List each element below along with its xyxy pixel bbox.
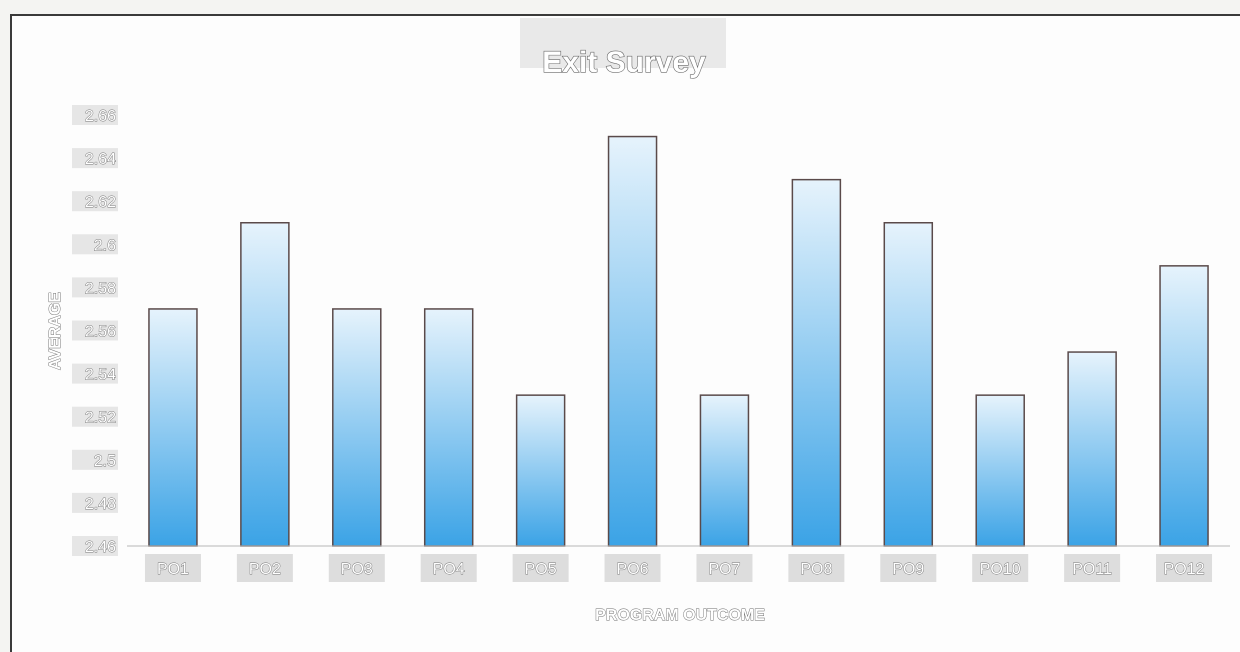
bar-po2 — [240, 222, 290, 547]
x-axis-ticks: PO1 PO2 PO3 PO4 PO5 PO6 PO7 PO8 PO9 PO10 PO11 PO12 — [144, 554, 1213, 582]
x-tick-bg — [144, 554, 201, 582]
x-tick-label-po7: PO7 — [708, 561, 740, 578]
y-tick-bg — [72, 277, 118, 298]
y-tick-bg — [72, 234, 118, 255]
chart-frame: Exit Survey AVERAGE PROGRAM OUTCOME 2.46… — [10, 14, 1240, 652]
y-tick-label: 2.56 — [85, 324, 116, 341]
y-tick-label: 2.64 — [85, 151, 116, 168]
chart-title: Exit Survey — [542, 46, 706, 79]
y-tick-label: 2.66 — [85, 108, 116, 125]
bar-chart: Exit Survey AVERAGE PROGRAM OUTCOME 2.46… — [47, 18, 1230, 624]
y-tick-bg — [72, 536, 118, 556]
bars — [148, 135, 1209, 547]
y-tick-bg — [72, 320, 118, 341]
x-tick-label-po8: PO8 — [800, 561, 832, 578]
y-tick-label: 2.5 — [94, 453, 116, 470]
x-tick-bg — [604, 554, 661, 582]
bar-po1 — [148, 308, 198, 547]
x-tick-label-po10: PO10 — [980, 561, 1021, 578]
bar-po3 — [332, 308, 382, 547]
x-axis-label: PROGRAM OUTCOME — [595, 607, 765, 624]
x-tick-label-po12: PO12 — [1164, 561, 1205, 578]
x-tick-label-po4: PO4 — [433, 561, 465, 578]
x-tick-label-po3: PO3 — [341, 561, 373, 578]
bar-po9 — [883, 222, 934, 547]
x-tick-bg — [1156, 554, 1213, 582]
x-tick-label-po6: PO6 — [617, 561, 649, 578]
x-tick-bg — [420, 554, 477, 582]
x-tick-bg — [1064, 554, 1121, 582]
x-tick-label-po2: PO2 — [249, 561, 281, 578]
y-tick-label: 2.6 — [94, 237, 116, 254]
x-tick-bg — [880, 554, 937, 582]
x-tick-bg — [236, 554, 293, 582]
y-tick-bg — [72, 406, 118, 427]
y-tick-label: 2.46 — [85, 539, 116, 556]
x-tick-bg — [512, 554, 569, 582]
y-tick-bg — [72, 492, 118, 513]
y-tick-label: 2.62 — [85, 194, 116, 211]
y-axis-label: AVERAGE — [47, 292, 64, 370]
x-tick-bg — [972, 554, 1029, 582]
x-tick-label-po1: PO1 — [157, 561, 189, 578]
bar-po5 — [515, 394, 566, 547]
bar-po12 — [1159, 265, 1209, 547]
y-tick-label: 2.54 — [85, 367, 116, 384]
x-tick-label-po11: PO11 — [1072, 561, 1112, 578]
y-tick-label: 2.52 — [85, 410, 116, 427]
x-tick-label-po9: PO9 — [892, 561, 924, 578]
x-tick-bg — [328, 554, 385, 582]
y-tick-label: 2.58 — [85, 280, 116, 297]
bar-po4 — [423, 308, 474, 547]
y-tick-bg — [72, 191, 118, 212]
x-tick-label-po5: PO5 — [525, 561, 557, 578]
y-tick-bg — [72, 148, 118, 169]
y-axis-ticks: 2.46 2.48 2.5 2.52 2.54 2.56 2.58 2.6 2.62 2.64 2.… — [72, 105, 118, 556]
bar-po10 — [975, 394, 1025, 547]
y-tick-label: 2.48 — [85, 496, 116, 513]
x-tick-bg — [696, 554, 753, 582]
y-tick-bg — [72, 105, 118, 125]
bar-po8 — [791, 178, 842, 547]
bar-po11 — [1067, 351, 1117, 547]
bar-po6 — [607, 135, 658, 547]
y-tick-bg — [72, 363, 118, 384]
x-tick-bg — [788, 554, 845, 582]
bar-po7 — [699, 394, 750, 547]
y-tick-bg — [72, 449, 118, 470]
